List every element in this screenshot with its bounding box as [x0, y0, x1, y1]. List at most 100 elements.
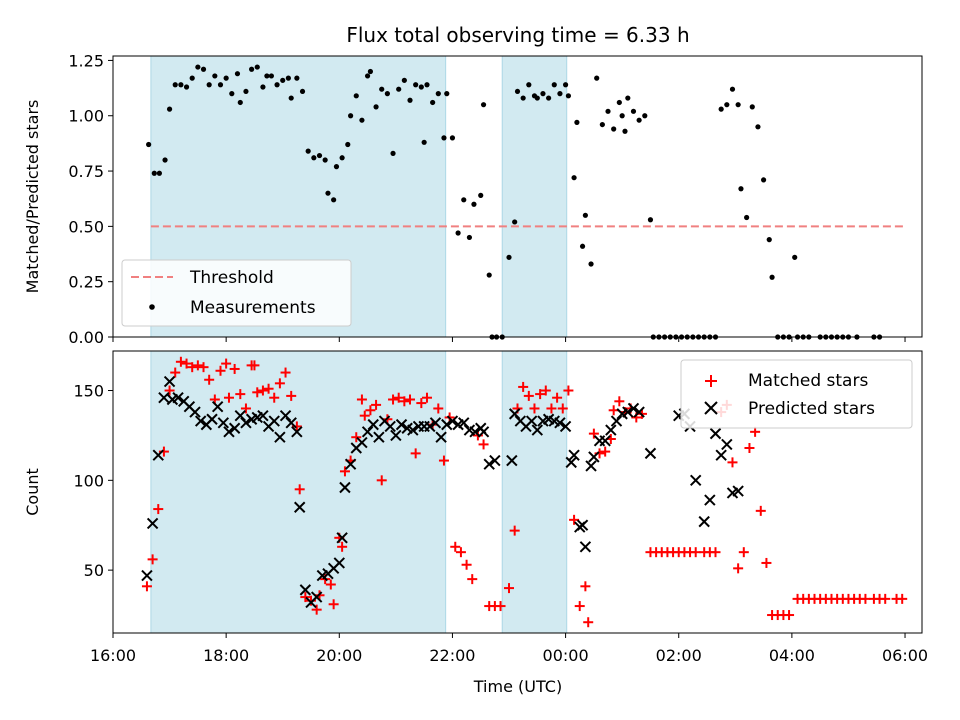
count-legend: Matched stars Predicted stars — [680, 359, 913, 429]
matched-star-point — [249, 360, 260, 371]
measurement-point — [622, 128, 628, 134]
measurement-point — [749, 104, 755, 110]
predicted-star-point — [469, 426, 481, 438]
legend-predicted-label: Predicted stars — [748, 399, 875, 419]
predicted-star-point — [506, 454, 518, 467]
matched-star-point — [897, 593, 908, 604]
measurement-point — [444, 91, 450, 97]
predicted-star-point — [361, 426, 374, 438]
predicted-star-point — [390, 429, 402, 442]
count-panel: 50 100 150 Count Matched stars Predicted s… — [23, 350, 923, 638]
predicted-star-point — [194, 415, 207, 427]
predicted-star-point — [163, 375, 176, 388]
matched-star-point — [164, 385, 175, 396]
matched-star-point — [187, 362, 198, 373]
predicted-star-point — [689, 474, 702, 487]
measurement-point — [254, 64, 260, 70]
matched-star-point — [337, 541, 348, 552]
matched-star-point — [274, 378, 285, 389]
measurement-point — [390, 150, 396, 156]
measurement-point — [534, 95, 540, 101]
measurement-point — [435, 91, 441, 97]
measurement-point — [407, 97, 413, 103]
predicted-star-point — [721, 438, 733, 451]
measurement-point — [364, 73, 371, 79]
measurement-point — [599, 121, 605, 128]
x-tick-label: 20:00 — [316, 646, 362, 665]
measurement-point — [526, 82, 532, 88]
matched-star-point — [744, 442, 755, 453]
matched-star-point — [504, 583, 515, 594]
ratio-axes-frame — [112, 55, 923, 338]
measurement-point — [359, 117, 365, 123]
y-tick-label: 100 — [73, 471, 104, 490]
matched-star-point — [529, 403, 540, 414]
ratio-x-ticks — [112, 337, 906, 342]
predicted-star-point — [310, 591, 323, 603]
matched-star-point — [733, 563, 744, 574]
measurement-point — [264, 73, 270, 79]
predicted-star-point — [435, 431, 447, 443]
predicted-star-point — [477, 426, 490, 438]
measurement-point — [735, 102, 741, 108]
matched-star-point — [229, 363, 240, 374]
matched-star-point — [509, 525, 520, 536]
predicted-star-point — [367, 418, 379, 431]
predicted-star-point — [441, 418, 453, 431]
matched-star-point — [690, 547, 701, 558]
y-tick-label: 1.25 — [68, 51, 104, 70]
matched-star-point — [569, 514, 580, 525]
measurement-point — [506, 254, 512, 260]
matched-star-point — [421, 392, 432, 403]
measurement-point — [760, 177, 767, 183]
matched-star-point — [523, 390, 534, 401]
matched-star-point — [141, 581, 152, 592]
predicted-star-point — [228, 422, 241, 434]
matched-star-point — [761, 557, 772, 568]
measurement-point — [234, 71, 241, 77]
matched-star-point — [257, 385, 268, 396]
matched-star-point — [252, 387, 263, 398]
predicted-star-point — [709, 427, 722, 440]
matched-star-point — [467, 574, 478, 585]
legend-measurement-swatch — [149, 304, 155, 310]
predicted-star-point — [622, 406, 634, 418]
y-tick-label: 0.75 — [68, 162, 104, 181]
matched-star-point — [388, 394, 399, 405]
x-tick-label: 00:00 — [543, 646, 589, 665]
measurement-point — [738, 186, 744, 192]
measurement-point — [579, 243, 586, 249]
predicted-star-point — [407, 424, 419, 436]
measurement-point — [574, 119, 580, 125]
predicted-star-point — [240, 417, 252, 429]
measurement-point — [260, 84, 266, 90]
measurement-point — [792, 254, 798, 260]
matched-star-point — [438, 455, 449, 466]
matched-star-point — [860, 593, 871, 604]
matched-star-point — [574, 601, 585, 612]
measurement-point — [243, 88, 249, 95]
matched-star-point — [478, 439, 489, 450]
measurement-point — [424, 82, 430, 88]
measurement-point — [206, 82, 212, 88]
matched-star-point — [461, 559, 472, 570]
measurement-point — [769, 274, 775, 280]
measurement-point — [280, 77, 286, 83]
matched-star-point — [325, 579, 336, 590]
measurement-point — [195, 64, 201, 70]
x-tick-label: 18:00 — [203, 646, 249, 665]
matched-star-point — [215, 365, 226, 376]
measurement-point — [331, 197, 337, 203]
matched-star-point — [880, 593, 891, 604]
predicted-star-point — [588, 451, 600, 463]
matched-star-point — [300, 592, 311, 603]
ratio-y-axis-label: Matched/Predicted stars — [23, 100, 42, 294]
matched-star-point — [376, 475, 387, 486]
x-tick-label: 22:00 — [429, 646, 475, 665]
measurement-point — [288, 95, 294, 101]
matched-star-point — [410, 448, 421, 459]
matched-star-point — [153, 504, 164, 515]
measurement-point — [455, 230, 461, 236]
predicted-star-point — [489, 454, 501, 467]
